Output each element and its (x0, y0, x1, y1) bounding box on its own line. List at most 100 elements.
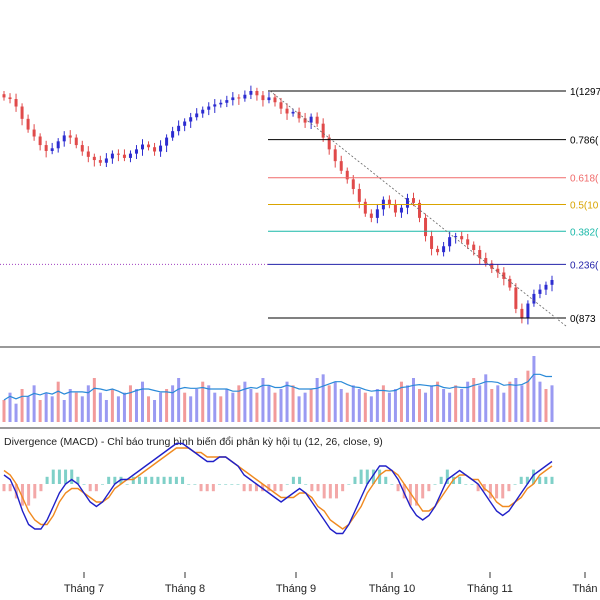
volume-bar (183, 392, 187, 422)
candle-body (8, 97, 12, 100)
macd-histogram-bar (205, 484, 209, 492)
candle-body (141, 144, 145, 150)
macd-title: Divergence (MACD) - Chỉ báo trung bình b… (4, 436, 383, 448)
volume-bar (502, 392, 506, 422)
candle-body (291, 111, 295, 114)
macd-histogram-bar (501, 484, 505, 499)
macd-histogram-bar (384, 476, 388, 484)
candle-body (405, 198, 409, 208)
volume-bar (243, 381, 247, 422)
volume-bar (411, 378, 415, 422)
volume-bar (86, 385, 90, 422)
volume-bar (315, 378, 319, 422)
volume-bar (32, 385, 36, 422)
volume-bar (357, 389, 361, 422)
macd-histogram-bar (402, 484, 406, 499)
macd-histogram-bar (113, 476, 117, 484)
volume-bar (153, 400, 157, 422)
volume-bar (207, 385, 211, 422)
volume-bar (141, 381, 145, 422)
volume-bar (297, 396, 301, 422)
macd-histogram-bar (532, 469, 536, 484)
macd-histogram-bar (45, 476, 49, 484)
volume-bar (237, 385, 241, 422)
volume-bar (38, 400, 42, 422)
candle-body (134, 149, 138, 154)
volume-bar (231, 392, 235, 422)
macd-histogram-bar (88, 484, 92, 492)
macd-histogram-bar (156, 476, 160, 484)
volume-bar (92, 378, 96, 422)
candle-body (20, 106, 24, 119)
macd-histogram-bar (2, 484, 6, 492)
volume-bar (442, 389, 446, 422)
candle-body (357, 188, 361, 202)
macd-histogram-bar (291, 476, 295, 484)
candle-body (189, 117, 193, 122)
candle-body (532, 293, 536, 304)
candle-body (333, 149, 337, 162)
volume-bar (550, 385, 554, 422)
volume-bar (261, 378, 265, 422)
volume-bar (225, 389, 229, 422)
candle-body (44, 145, 48, 151)
volume-bar (14, 403, 18, 422)
volume-bar (490, 389, 494, 422)
candle-body (309, 116, 313, 123)
macd-histogram-bar (353, 476, 357, 484)
macd-histogram-bar (458, 476, 462, 484)
volume-bar (496, 385, 500, 422)
macd-histogram-bar (82, 484, 86, 485)
candle-body (327, 137, 331, 150)
fib-level-label: 0.5(10 (570, 201, 599, 212)
volume-bar (339, 389, 343, 422)
macd-histogram-bar (267, 484, 271, 492)
macd-histogram-bar (396, 484, 400, 492)
candle-body (297, 111, 301, 119)
candle-body (249, 91, 253, 95)
volume-bar (104, 400, 108, 422)
candle-body (122, 154, 126, 158)
macd-histogram-bar (525, 476, 529, 484)
candle-body (321, 123, 325, 138)
x-axis-tick-label: Tháng 10 (369, 583, 415, 595)
candle-body (177, 125, 181, 132)
candle-body (26, 118, 30, 130)
fib-level-label: 0.382( (570, 227, 599, 238)
candle-body (231, 97, 235, 101)
volume-bar (381, 385, 385, 422)
volume-bar (393, 389, 397, 422)
volume-bar (363, 392, 367, 422)
candle-body (14, 99, 18, 107)
candle-body (74, 137, 78, 146)
macd-histogram-bar (14, 484, 18, 499)
macd-histogram-bar (168, 476, 172, 484)
macd-histogram-bar (76, 476, 80, 484)
candle-body (550, 279, 554, 285)
fib-level-label: 0.236( (570, 260, 599, 271)
candle-body (454, 236, 458, 238)
macd-pane: Divergence (MACD) - Chỉ báo trung bình b… (2, 436, 554, 535)
candle-body (86, 151, 90, 157)
volume-bar (520, 385, 524, 422)
macd-histogram-bar (427, 484, 431, 492)
macd-histogram-bar (544, 476, 548, 484)
macd-histogram-bar (322, 484, 326, 499)
fib-trendline (269, 90, 567, 327)
fibonacci-retracement[interactable]: 1(1297 0.786(0.618(0.5(10 0.382(0.236(0(87… (0, 87, 600, 327)
x-axis: Tháng 7 Tháng 8 Tháng 9 Tháng 10 Tháng 11 Thá… (64, 572, 598, 595)
macd-histogram-bar (224, 484, 228, 485)
macd-histogram-bar (64, 469, 68, 484)
volume-bar (303, 392, 307, 422)
volume-bar (267, 385, 271, 422)
volume-bar (538, 381, 542, 422)
volume-bar (159, 392, 163, 422)
candle-body (165, 137, 169, 146)
volume-bar (424, 392, 428, 422)
fib-level-label: 0(873 (570, 314, 596, 325)
volume-bar (369, 396, 373, 422)
volume-bar (532, 356, 536, 422)
candle-body (68, 135, 72, 138)
candle-body (98, 160, 102, 163)
candle-body (261, 95, 265, 101)
